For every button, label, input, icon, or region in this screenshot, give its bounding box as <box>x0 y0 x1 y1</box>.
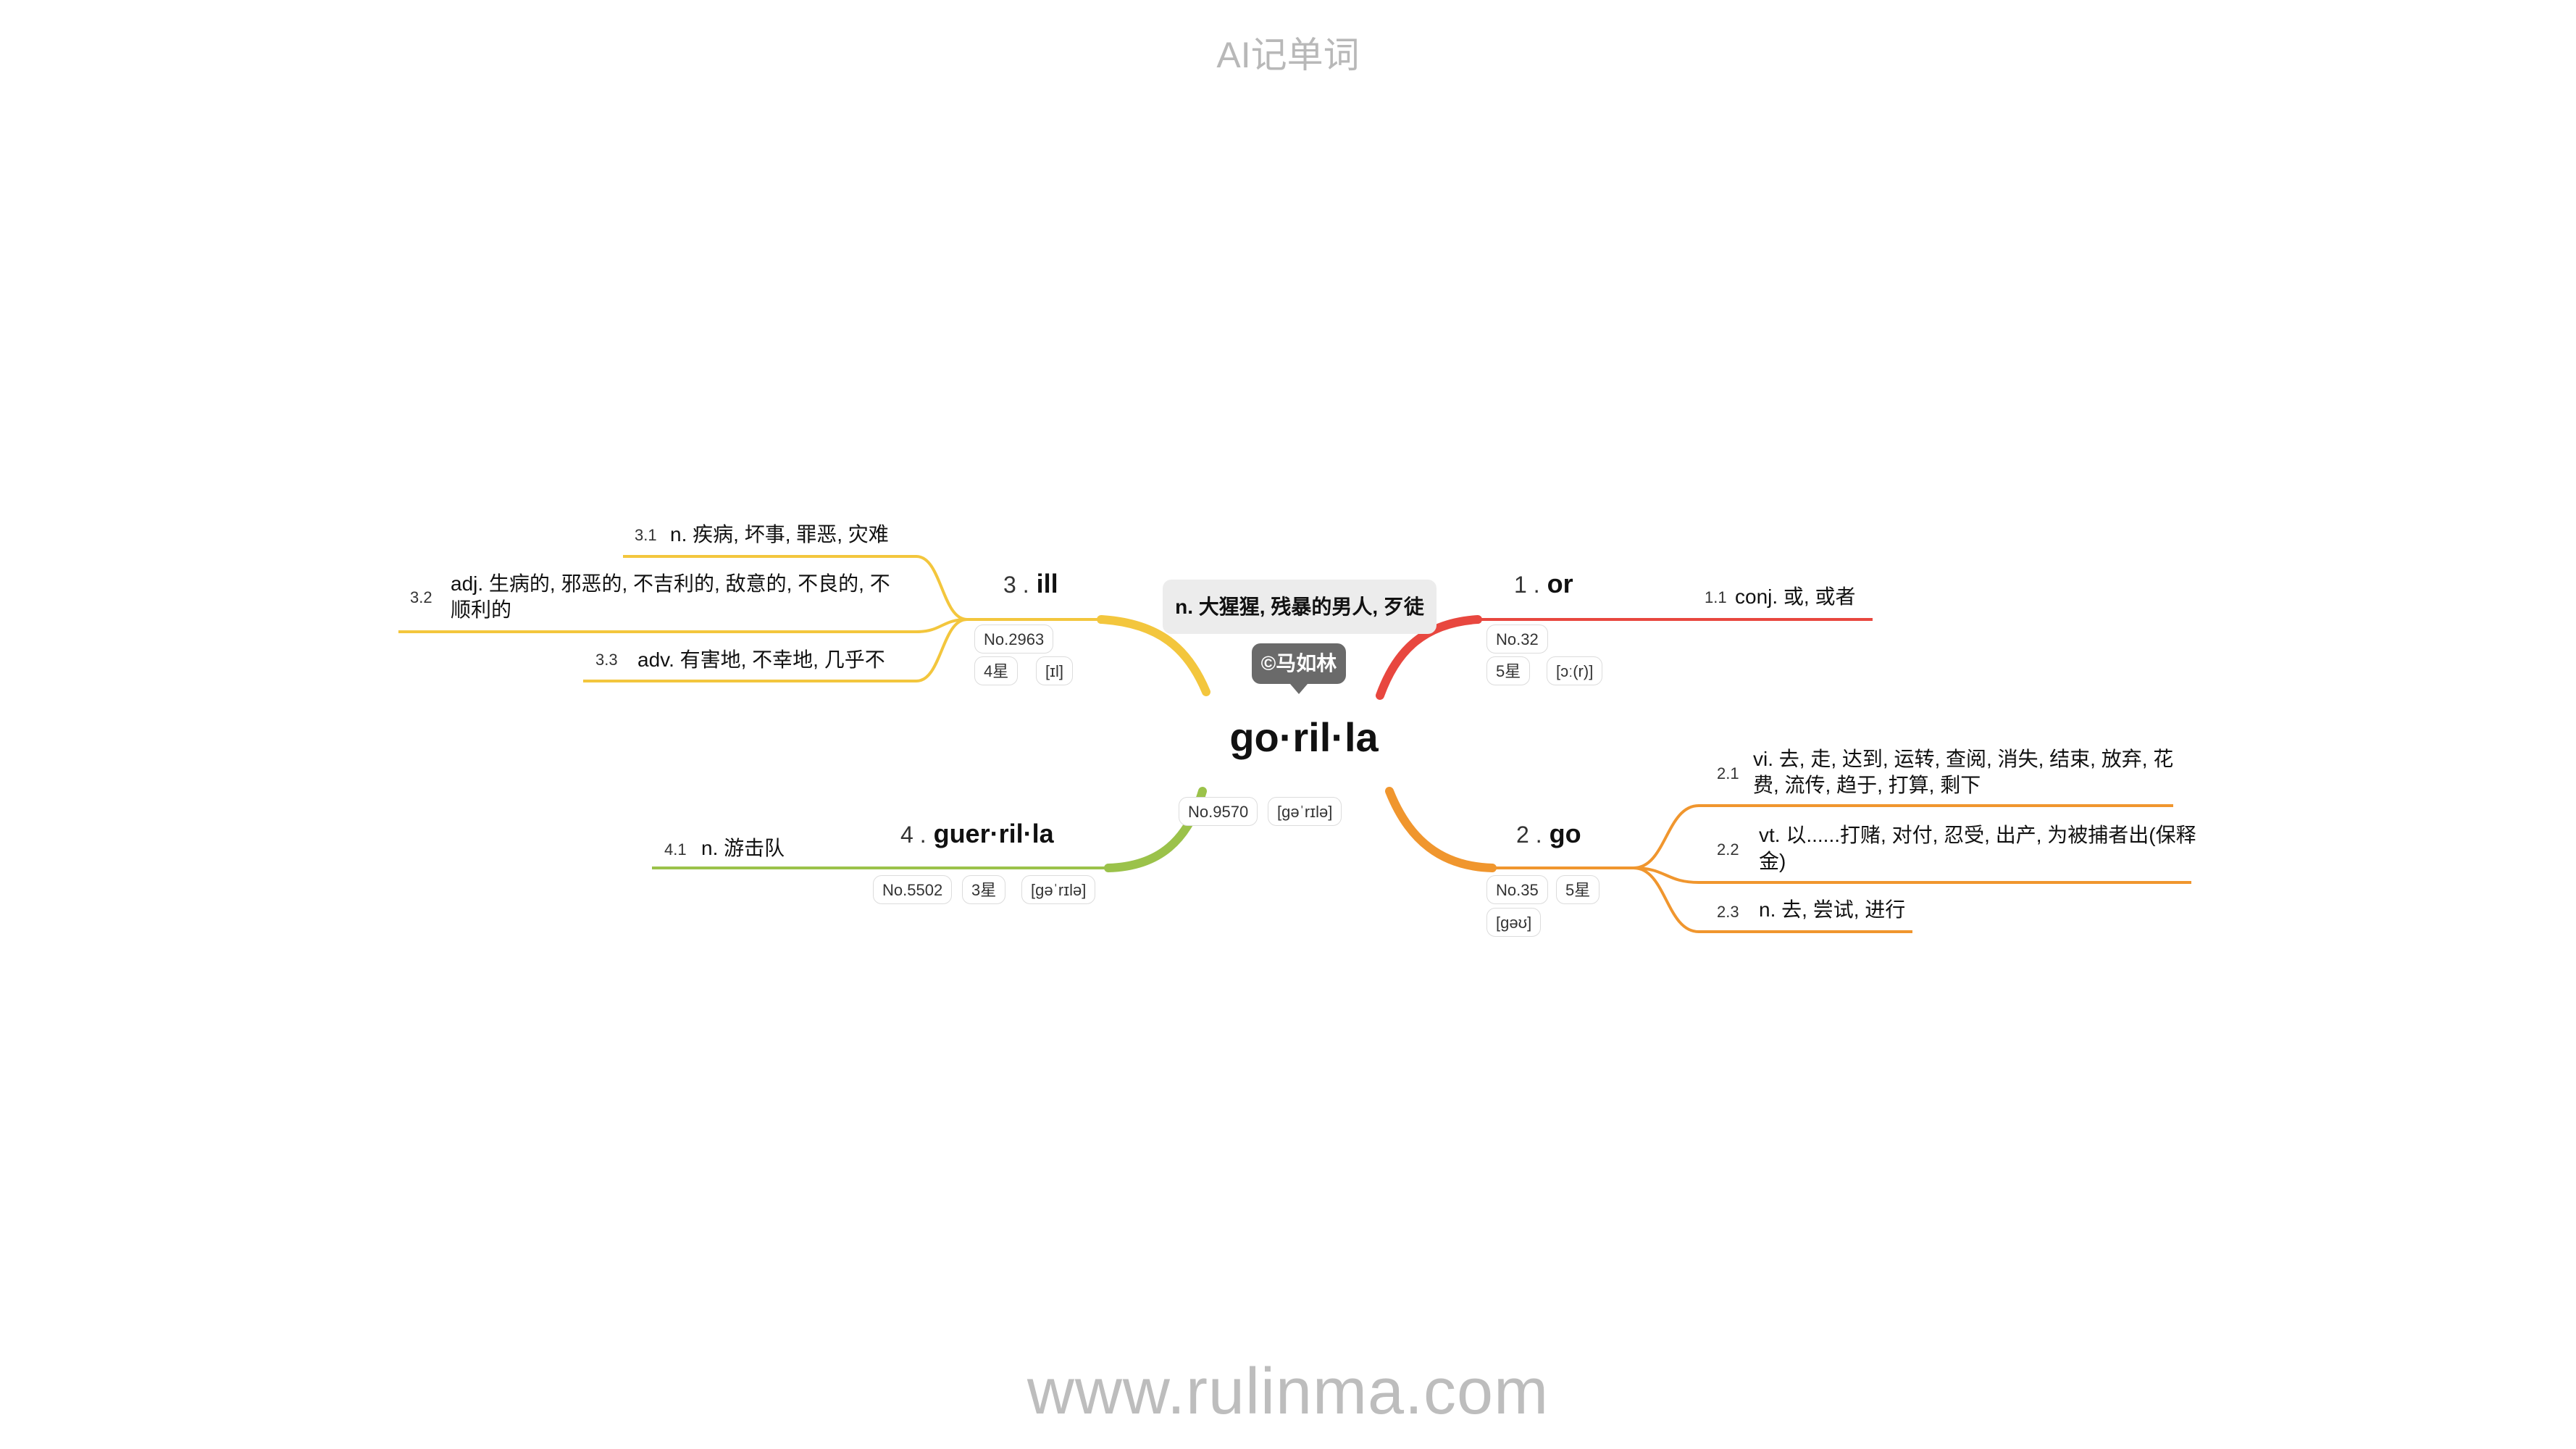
branch-number: 4 . <box>900 822 927 848</box>
sense-line: 金) <box>1759 850 1786 872</box>
sense-line: 顺利的 <box>451 598 512 621</box>
ill-phonetic-chip: [ɪl] <box>1036 656 1073 685</box>
sense-text: n. 去, 尝试, 进行 <box>1759 898 1906 921</box>
sense-line: adj. 生病的, 邪恶的, 不吉利的, 敌意的, 不良的, 不 <box>451 572 890 595</box>
sense-number: 2.1 <box>1717 764 1739 782</box>
sense-number: 2.3 <box>1717 903 1739 921</box>
branch-number: 2 . <box>1516 822 1542 848</box>
sense-number: 3.1 <box>635 526 657 544</box>
branch-go[interactable]: 2 . go <box>1516 819 1581 849</box>
sense-number: 4.1 <box>664 840 687 859</box>
footer-url[interactable]: www.rulinma.com <box>1026 1356 1550 1428</box>
trunk-go <box>1385 787 1497 872</box>
sense-line: 费, 流传, 趋于, 打算, 剩下 <box>1753 774 1981 796</box>
sense-text: adj. 生病的, 邪恶的, 不吉利的, 敌意的, 不良的, 不 顺利的 <box>451 571 890 623</box>
sense-text: vi. 去, 走, 达到, 运转, 查阅, 消失, 结束, 放弃, 花 费, 流… <box>1753 746 2173 798</box>
author-badge-pointer <box>1290 684 1308 694</box>
header-title: AI记单词 <box>1216 35 1360 75</box>
sense-line: vt. 以......打赌, 对付, 忍受, 出产, 为被捕者出(保释 <box>1759 824 2196 846</box>
center-gloss: n. 大猩猩, 残暴的男人, 歹徒 <box>1163 580 1437 634</box>
ill-rank-chip: No.2963 <box>974 625 1054 653</box>
or-rank-chip: No.32 <box>1486 625 1548 653</box>
guerrilla-stars-chip: 3星 <box>962 875 1006 904</box>
center-word[interactable]: go·ril·la <box>1229 714 1379 760</box>
branch-word: or <box>1547 569 1573 598</box>
sense-number: 2.2 <box>1717 840 1739 859</box>
go-stars-chip: 5星 <box>1556 875 1600 904</box>
guerrilla-phonetic-chip: [gəˈrɪlə] <box>1021 875 1096 904</box>
branch-word: guer·ril·la <box>933 819 1054 848</box>
or-stars-chip: 5星 <box>1486 656 1531 685</box>
sense-number: 3.2 <box>410 588 432 606</box>
branch-or[interactable]: 1 . or <box>1514 569 1573 599</box>
sense-text: n. 游击队 <box>701 837 785 859</box>
or-phonetic-chip: [ɔː(r)] <box>1547 656 1603 685</box>
go-rank-chip: No.35 <box>1486 875 1548 904</box>
trunk-ill <box>1097 615 1210 696</box>
center-rank-chip: No.9570 <box>1179 797 1258 826</box>
sense-text: conj. 或, 或者 <box>1735 585 1856 608</box>
branch-number: 1 . <box>1514 572 1540 598</box>
branch-ill[interactable]: 3 . ill <box>1003 569 1058 599</box>
center-phonetic-chip: [gəˈrɪlə] <box>1268 797 1342 826</box>
trunk-or <box>1376 615 1482 700</box>
branch-number: 3 . <box>1003 572 1029 598</box>
go-phonetic-chip: [gəʊ] <box>1486 908 1542 937</box>
branch-guerrilla[interactable]: 4 . guer·ril·la <box>900 819 1054 849</box>
sense-text: vt. 以......打赌, 对付, 忍受, 出产, 为被捕者出(保释 金) <box>1759 822 2196 874</box>
sense-text: n. 疾病, 坏事, 罪恶, 灾难 <box>670 523 889 546</box>
sense-line: vi. 去, 走, 达到, 运转, 查阅, 消失, 结束, 放弃, 花 <box>1753 748 2174 770</box>
sense-number: 3.3 <box>595 651 618 669</box>
sense-number: 1.1 <box>1705 588 1727 606</box>
author-badge: ©马如林 <box>1252 643 1346 684</box>
sense-text: adv. 有害地, 不幸地, 几乎不 <box>637 648 885 671</box>
branch-word: ill <box>1036 569 1058 598</box>
branch-word: go <box>1549 819 1581 848</box>
guerrilla-rank-chip: No.5502 <box>873 875 953 904</box>
ill-stars-chip: 4星 <box>974 656 1019 685</box>
